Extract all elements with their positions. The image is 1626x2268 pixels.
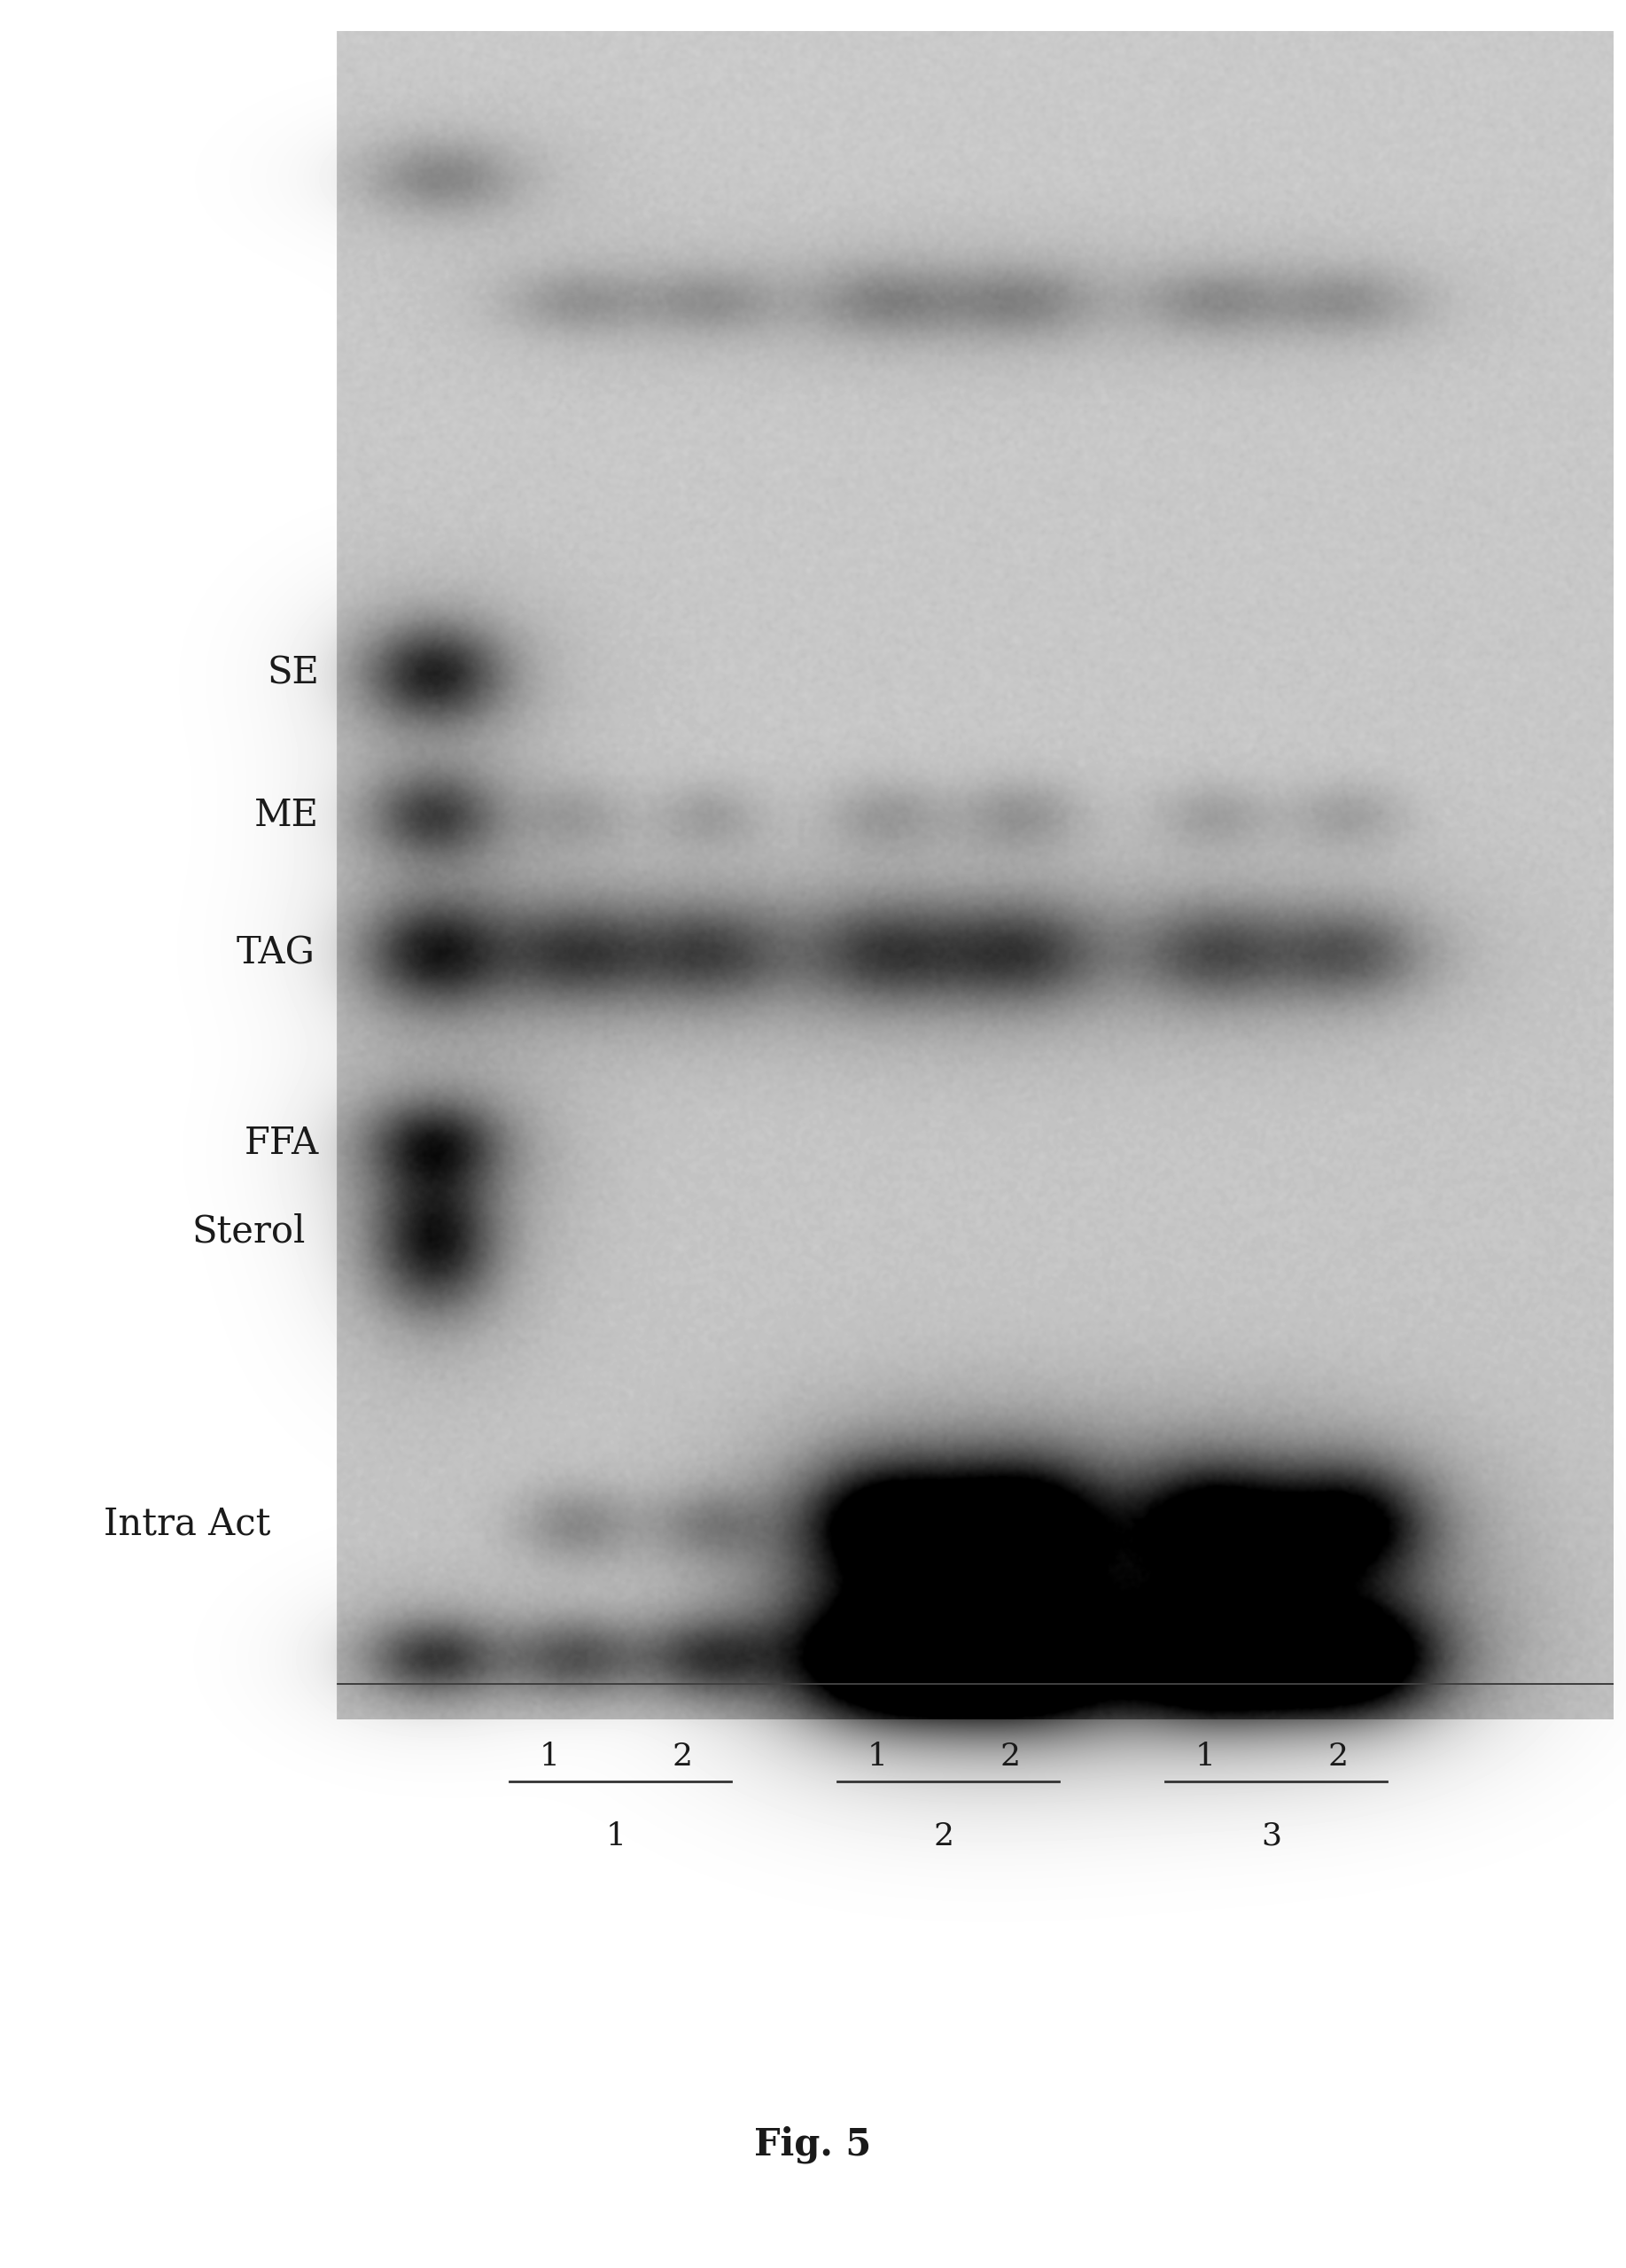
Text: TAG: TAG [236, 934, 314, 971]
Text: Fig. 5: Fig. 5 [754, 2125, 872, 2164]
Text: 2: 2 [672, 1742, 693, 1771]
Text: Sterol: Sterol [192, 1213, 306, 1250]
Text: FFA: FFA [244, 1125, 319, 1161]
Text: 2: 2 [1000, 1742, 1021, 1771]
Text: 1: 1 [867, 1742, 888, 1771]
Text: SE: SE [267, 655, 319, 692]
Text: ME: ME [254, 796, 319, 835]
Text: 1: 1 [540, 1742, 559, 1771]
Text: 3: 3 [1262, 1821, 1281, 1851]
Text: 2: 2 [933, 1821, 954, 1851]
Text: 1: 1 [605, 1821, 626, 1851]
Text: 2: 2 [1328, 1742, 1348, 1771]
Text: 1: 1 [1195, 1742, 1215, 1771]
Text: Intra Act: Intra Act [104, 1506, 270, 1542]
